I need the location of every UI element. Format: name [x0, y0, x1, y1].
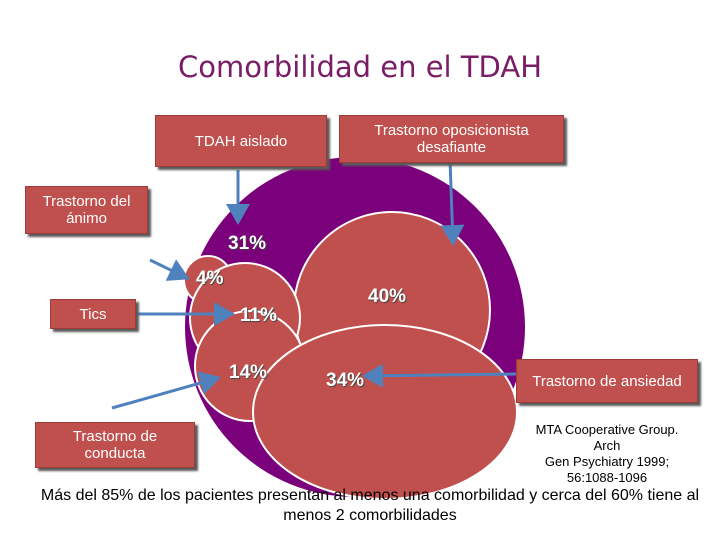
pct-ansiedad: 34%: [326, 370, 365, 391]
arrow-animo: [149, 258, 190, 281]
reference-line-3: 56:1088-1096: [566, 470, 648, 485]
footer-note: Más del 85% de los pacientes presentan a…: [40, 487, 700, 524]
pct-tdah-aislado: 31%: [228, 233, 267, 254]
label-tdah-aislado: TDAH aislado: [155, 115, 327, 167]
pct-tics: 11%: [240, 305, 277, 326]
arrow-ansiedad: [362, 363, 517, 388]
label-oposicionista: Trastorno oposicionista desafiante: [339, 115, 564, 163]
arrow-oposicionista: [440, 159, 465, 246]
pct-conducta: 14%: [229, 362, 268, 383]
pct-oposicionista: 40%: [368, 286, 407, 307]
arrow-conducta: [111, 371, 221, 410]
label-animo: Trastorno del ánimo: [25, 186, 148, 234]
label-conducta: Trastorno de conducta: [35, 422, 195, 468]
label-tics: Tics: [50, 299, 136, 329]
reference-line-1: MTA Cooperative Group. Arch: [535, 422, 679, 453]
reference-citation: MTA Cooperative Group. Arch Gen Psychiat…: [522, 422, 692, 486]
pct-animo: 4%: [196, 268, 224, 289]
ansiedad-circle: [252, 324, 518, 500]
page-title: Comorbilidad en el TDAH: [177, 50, 543, 84]
reference-line-2: Gen Psychiatry 1999;: [544, 454, 670, 469]
label-ansiedad: Trastorno de ansiedad: [516, 359, 698, 403]
